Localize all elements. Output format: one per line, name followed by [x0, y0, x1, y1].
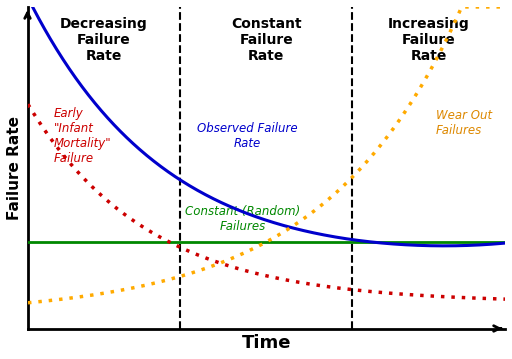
Text: Wear Out
Failures: Wear Out Failures — [436, 109, 492, 137]
Text: Increasing
Failure
Rate: Increasing Failure Rate — [388, 17, 470, 63]
Text: Observed Failure
Rate: Observed Failure Rate — [197, 122, 297, 150]
Text: Early
"Infant
Mortality"
Failure: Early "Infant Mortality" Failure — [54, 107, 112, 164]
Y-axis label: Failure Rate: Failure Rate — [7, 116, 22, 220]
X-axis label: Time: Time — [242, 334, 291, 352]
Text: Constant (Random)
Failures: Constant (Random) Failures — [185, 205, 300, 233]
Text: Constant
Failure
Rate: Constant Failure Rate — [231, 17, 302, 63]
Text: Decreasing
Failure
Rate: Decreasing Failure Rate — [60, 17, 148, 63]
